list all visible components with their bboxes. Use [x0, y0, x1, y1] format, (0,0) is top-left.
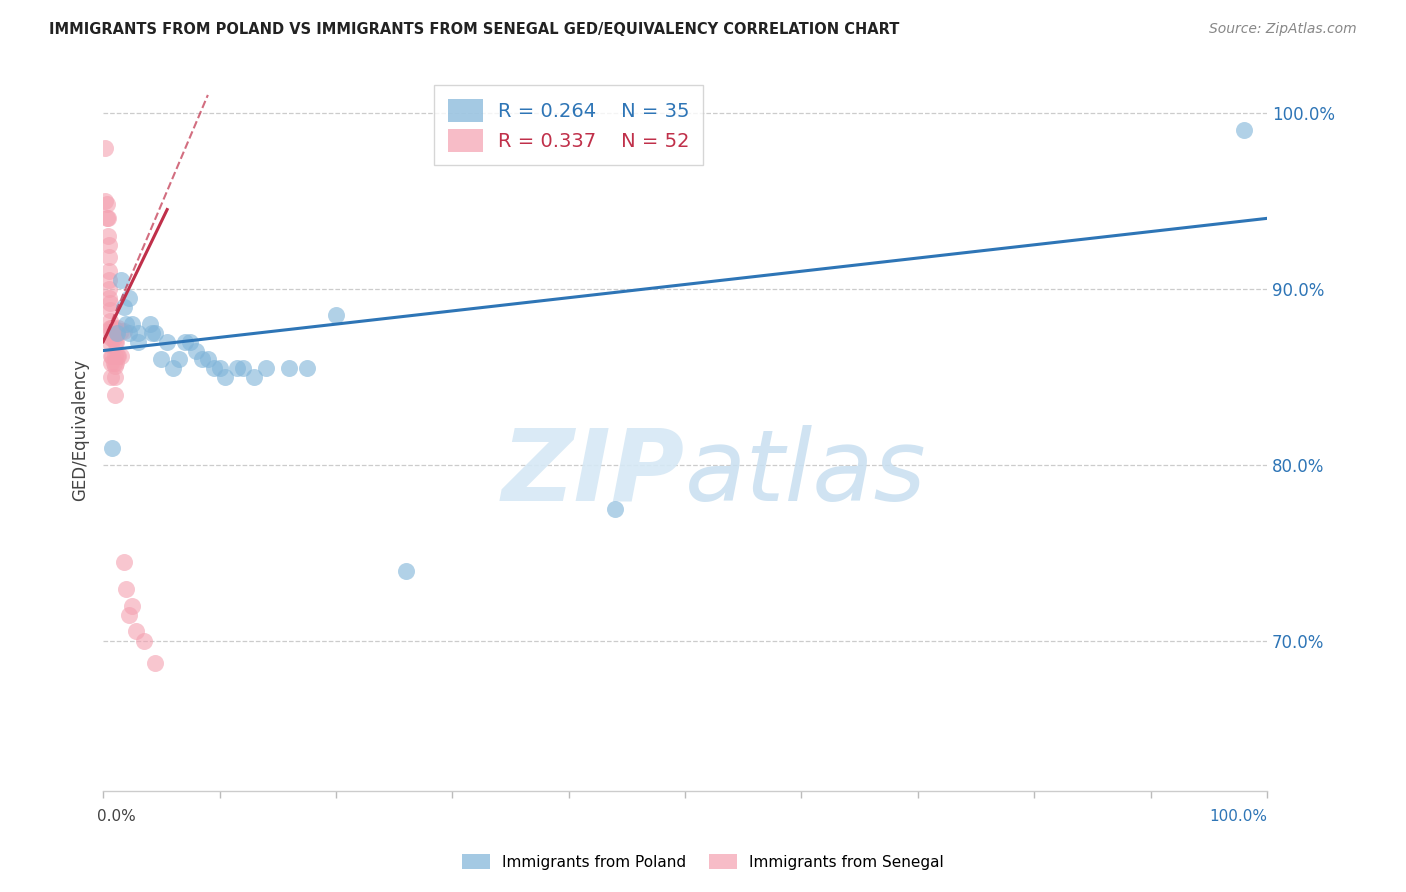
Point	[127, 334, 149, 349]
Point	[179, 334, 201, 349]
Point	[100, 356, 122, 370]
Point	[98, 313, 121, 327]
Point	[112, 555, 135, 569]
Point	[97, 291, 120, 305]
Point	[100, 331, 122, 345]
Point	[104, 359, 127, 374]
Point	[97, 237, 120, 252]
Point	[104, 334, 127, 349]
Y-axis label: GED/Equivalency: GED/Equivalency	[72, 359, 89, 501]
Point	[97, 211, 120, 226]
Point	[295, 361, 318, 376]
Point	[197, 352, 219, 367]
Point	[97, 264, 120, 278]
Point	[97, 229, 120, 244]
Point	[202, 361, 225, 376]
Text: Source: ZipAtlas.com: Source: ZipAtlas.com	[1209, 22, 1357, 37]
Point	[254, 361, 277, 376]
Text: 100.0%: 100.0%	[1209, 809, 1267, 824]
Point	[100, 320, 122, 334]
Point	[226, 361, 249, 376]
Point	[104, 356, 127, 370]
Legend: R = 0.264    N = 35, R = 0.337    N = 52: R = 0.264 N = 35, R = 0.337 N = 52	[434, 86, 703, 165]
Point	[100, 338, 122, 352]
Point	[145, 656, 167, 670]
Point	[98, 296, 121, 310]
Point	[110, 349, 132, 363]
Point	[127, 326, 149, 340]
Point	[191, 352, 214, 367]
Point	[105, 349, 128, 363]
Point	[104, 387, 127, 401]
Point	[186, 343, 208, 358]
Point	[243, 370, 266, 384]
Point	[278, 361, 301, 376]
Point	[104, 324, 127, 338]
Point	[101, 349, 124, 363]
Point	[118, 607, 141, 622]
Point	[118, 291, 141, 305]
Point	[98, 303, 121, 318]
Point	[208, 361, 231, 376]
Point	[96, 211, 118, 226]
Point	[103, 320, 125, 334]
Point	[112, 300, 135, 314]
Point	[107, 349, 129, 363]
Point	[96, 197, 118, 211]
Point	[395, 564, 418, 578]
Point	[110, 273, 132, 287]
Point	[101, 320, 124, 334]
Point	[115, 582, 138, 596]
Point	[173, 334, 195, 349]
Point	[94, 194, 117, 208]
Point	[103, 331, 125, 345]
Point	[104, 370, 127, 384]
Text: 0.0%: 0.0%	[97, 809, 136, 824]
Point	[167, 352, 190, 367]
Point	[100, 349, 122, 363]
Point	[156, 334, 179, 349]
Point	[104, 349, 127, 363]
Point	[325, 309, 347, 323]
Text: IMMIGRANTS FROM POLAND VS IMMIGRANTS FROM SENEGAL GED/EQUIVALENCY CORRELATION CH: IMMIGRANTS FROM POLAND VS IMMIGRANTS FRO…	[49, 22, 900, 37]
Legend: Immigrants from Poland, Immigrants from Senegal: Immigrants from Poland, Immigrants from …	[454, 846, 952, 877]
Point	[138, 317, 160, 331]
Point	[103, 356, 125, 370]
Point	[101, 331, 124, 345]
Point	[101, 441, 124, 455]
Point	[121, 317, 143, 331]
Point	[214, 370, 236, 384]
Point	[107, 320, 129, 334]
Point	[100, 326, 122, 340]
Point	[1233, 123, 1256, 137]
Point	[97, 282, 120, 296]
Point	[100, 370, 122, 384]
Point	[97, 273, 120, 287]
Point	[141, 326, 163, 340]
Point	[150, 352, 173, 367]
Point	[145, 326, 167, 340]
Point	[132, 634, 155, 648]
Text: atlas: atlas	[685, 425, 927, 522]
Point	[125, 624, 148, 638]
Point	[118, 326, 141, 340]
Point	[110, 324, 132, 338]
Point	[98, 320, 121, 334]
Text: ZIP: ZIP	[502, 425, 685, 522]
Point	[232, 361, 254, 376]
Point	[104, 324, 127, 338]
Point	[94, 141, 117, 155]
Point	[104, 334, 127, 349]
Point	[162, 361, 184, 376]
Point	[112, 324, 135, 338]
Point	[121, 599, 143, 614]
Point	[97, 250, 120, 264]
Point	[605, 502, 627, 516]
Point	[105, 324, 128, 338]
Point	[105, 326, 128, 340]
Point	[115, 317, 138, 331]
